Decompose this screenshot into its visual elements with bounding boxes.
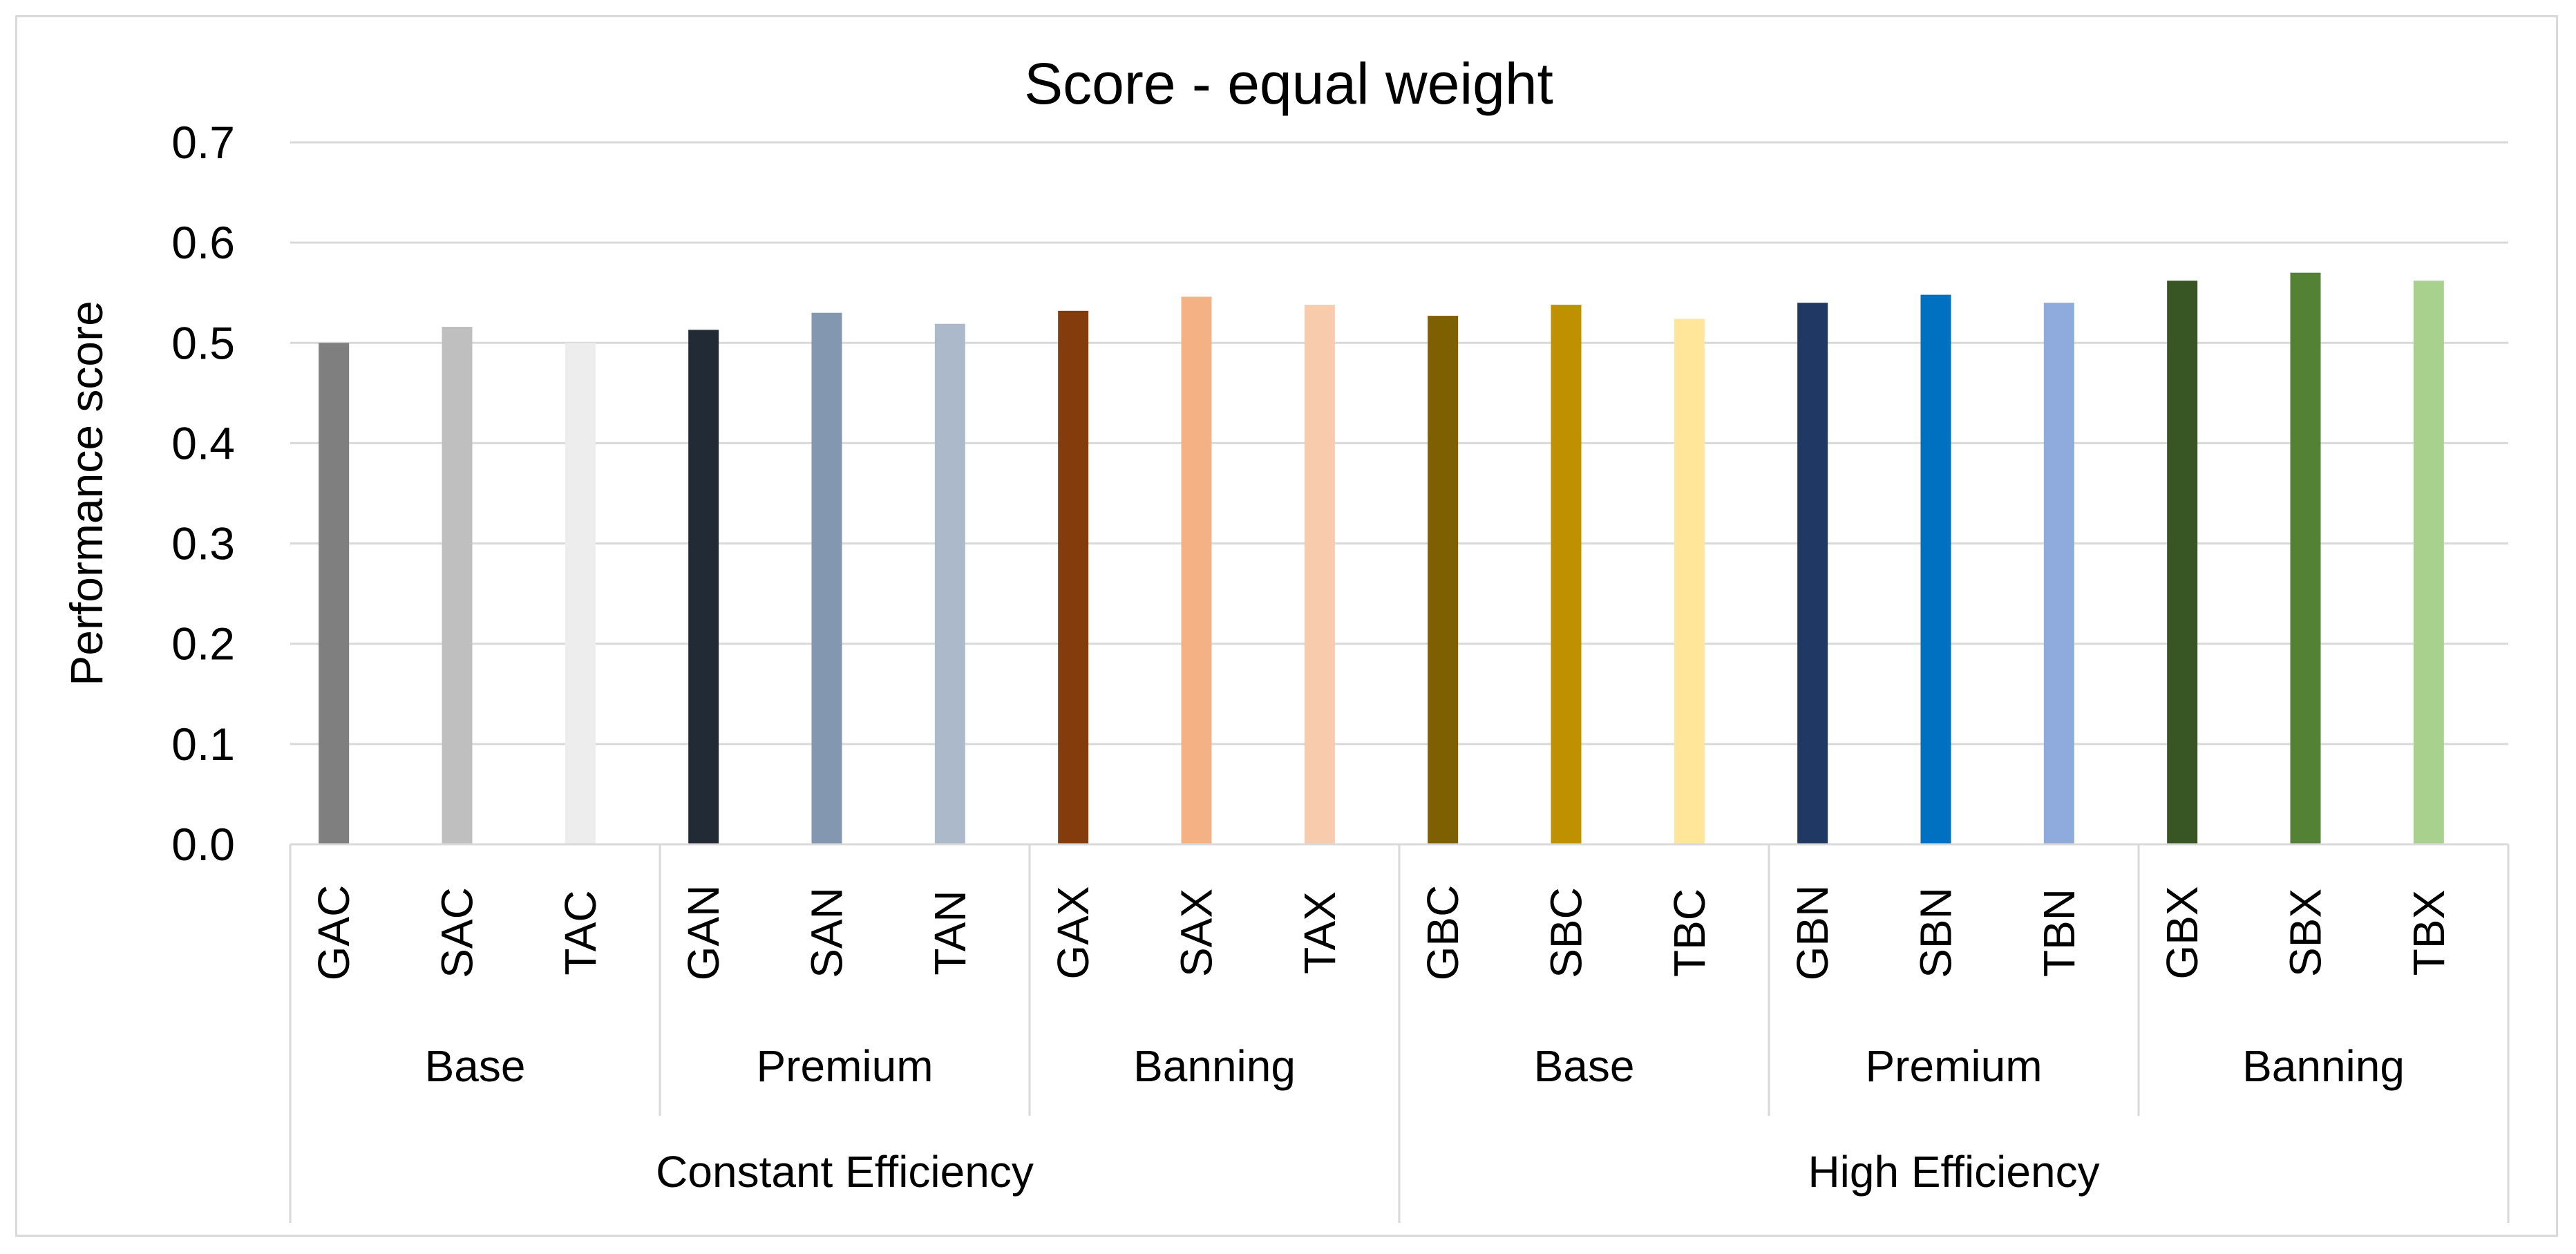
bar-sbx	[2290, 272, 2321, 845]
group-label: Constant Efficiency	[656, 1147, 1034, 1197]
x-tick-label: GBC	[1418, 885, 1468, 981]
subgroup-label: Banning	[1133, 1041, 1296, 1091]
bar-sbc	[1551, 305, 1582, 844]
x-tick-label: TAX	[1295, 891, 1345, 974]
subgroup-label: Base	[425, 1041, 526, 1091]
y-tick-label: 0.5	[171, 317, 235, 368]
group-label: High Efficiency	[1808, 1147, 2099, 1197]
subgroup-label: Premium	[1865, 1041, 2042, 1091]
bar-gbx	[2167, 281, 2198, 845]
subgroup-label: Base	[1534, 1041, 1635, 1091]
bar-gac	[319, 343, 350, 844]
y-axis-title: Performance score	[61, 301, 112, 686]
bar-tbn	[2043, 303, 2074, 844]
x-tick-label: TAC	[556, 890, 605, 975]
bar-gbc	[1428, 316, 1459, 844]
chart-title: Score - equal weight	[1024, 51, 1553, 116]
bar-gax	[1058, 310, 1089, 845]
bars-layer	[319, 272, 2444, 845]
x-tick-label: TBN	[2034, 889, 2084, 977]
bar-sax	[1181, 296, 1212, 844]
y-tick-label: 0.4	[171, 417, 235, 468]
x-tick-label: TBC	[1665, 889, 1714, 977]
subgroup-label: Banning	[2242, 1041, 2405, 1091]
x-tick-label: SAX	[1172, 889, 1222, 977]
bar-gbn	[1797, 303, 1828, 844]
chart-frame	[15, 15, 2558, 1237]
bar-tbx	[2413, 281, 2444, 845]
bar-tax	[1304, 305, 1335, 844]
x-tick-label: GBX	[2157, 886, 2207, 979]
x-tick-label: TBX	[2404, 890, 2454, 976]
x-axis: GAC SAC TAC GAN SAN TAN GAX SAX TAX GBC SBC TBC GBN S…	[289, 843, 2510, 1223]
y-tick-label: 0.2	[171, 618, 235, 669]
y-tick-label: 0.7	[171, 117, 235, 168]
x-tick-label: SAN	[802, 887, 852, 978]
y-tick-label: 0.0	[171, 819, 235, 870]
bar-sbn	[1920, 294, 1951, 844]
y-tick-label: 0.3	[171, 518, 235, 569]
x-tick-label: SAC	[433, 887, 482, 978]
x-tick-label: SBN	[1911, 887, 1961, 978]
bar-sac	[442, 327, 473, 844]
x-tick-label: GAC	[309, 885, 359, 981]
bar-tac	[565, 343, 596, 844]
x-tick-label: SBX	[2281, 889, 2331, 977]
grid-layer	[290, 141, 2508, 745]
bar-san	[811, 312, 842, 844]
bar-gan	[688, 330, 719, 845]
bar-tbc	[1674, 319, 1705, 844]
y-tick-label: 0.1	[171, 719, 235, 770]
x-tick-label: TAN	[925, 890, 975, 975]
y-tick-label: 0.6	[171, 217, 235, 268]
x-tick-label: GAX	[1048, 886, 1098, 979]
y-axis: 0.0 0.1 0.2 0.3 0.4 0.5 0.6 0.7	[171, 117, 235, 870]
bar-tan	[934, 323, 965, 844]
subgroup-label: Premium	[756, 1041, 933, 1091]
x-tick-label: SBC	[1542, 887, 1591, 978]
x-tick-label: GBN	[1788, 885, 1837, 981]
x-tick-label: GAN	[679, 885, 728, 981]
